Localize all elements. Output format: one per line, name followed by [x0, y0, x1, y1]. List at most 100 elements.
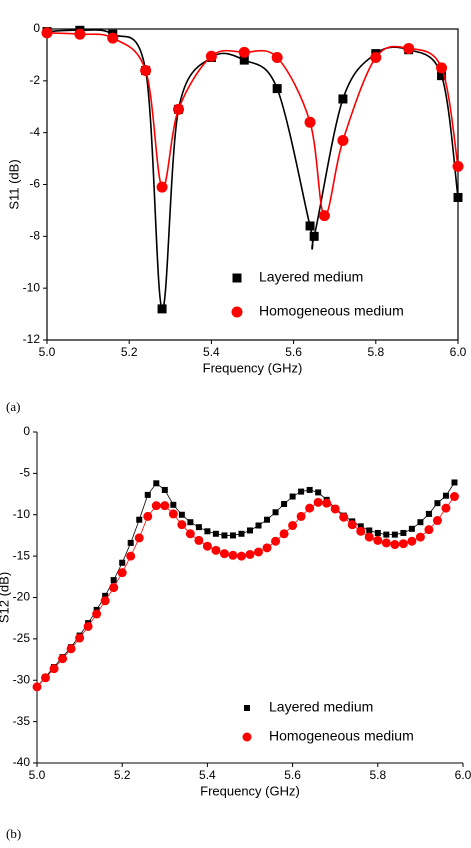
data-point — [357, 523, 364, 530]
data-point — [347, 520, 357, 530]
y-tick-label: -40 — [13, 755, 31, 769]
y-tick-label: -2 — [29, 73, 40, 87]
legend-marker — [232, 273, 242, 283]
legend-label: Layered medium — [259, 269, 363, 285]
data-point — [305, 503, 315, 513]
data-point — [271, 536, 281, 546]
panel-label: (b) — [6, 826, 21, 841]
data-point — [178, 511, 185, 518]
data-point — [296, 511, 306, 521]
data-point — [160, 501, 170, 511]
plot-frame — [46, 28, 459, 341]
y-axis-title: S12 (dB) — [0, 572, 11, 623]
x-tick-label: 6.0 — [455, 768, 471, 782]
y-tick-label: -35 — [13, 714, 31, 728]
data-point — [140, 64, 152, 76]
x-axis-title: Frequency (GHz) — [200, 783, 300, 798]
data-point — [434, 500, 441, 507]
data-point — [339, 512, 349, 522]
data-point — [58, 654, 68, 664]
data-point — [151, 501, 161, 511]
legend-label: Layered medium — [269, 699, 373, 715]
data-point — [304, 116, 316, 128]
y-tick-label: -8 — [29, 229, 40, 243]
data-point — [272, 509, 279, 516]
series-line — [46, 32, 459, 217]
data-point — [202, 541, 212, 551]
data-point — [424, 525, 434, 535]
data-point — [143, 511, 153, 521]
data-point — [32, 682, 42, 692]
x-tick-label: 5.8 — [367, 345, 384, 359]
data-point — [229, 532, 236, 539]
data-point — [83, 621, 93, 631]
data-point — [205, 50, 217, 62]
data-point — [221, 532, 228, 539]
data-point — [451, 479, 458, 486]
y-tick-label: -12 — [23, 332, 41, 346]
data-point — [337, 134, 349, 146]
data-point — [437, 71, 447, 81]
data-point — [185, 529, 195, 539]
data-point — [305, 221, 315, 231]
x-tick-label: 5.2 — [114, 768, 131, 782]
data-point — [119, 559, 126, 566]
series-line — [36, 496, 455, 688]
data-point — [391, 531, 398, 538]
data-point — [109, 583, 119, 593]
data-point — [195, 524, 202, 531]
y-tick-label: -20 — [13, 590, 31, 604]
data-point — [238, 46, 250, 58]
legend-marker — [231, 306, 243, 318]
data-point — [194, 535, 204, 545]
data-point — [288, 521, 298, 531]
data-point — [322, 498, 332, 508]
data-point — [370, 52, 382, 64]
y-tick-label: -4 — [29, 125, 40, 139]
data-point — [236, 551, 246, 561]
data-point — [281, 500, 288, 507]
data-point — [144, 491, 151, 498]
y-tick-label: -10 — [23, 280, 41, 294]
data-point — [442, 492, 449, 499]
x-tick-label: 5.4 — [199, 768, 216, 782]
data-point — [271, 52, 283, 64]
x-tick-label: 5.2 — [121, 345, 138, 359]
data-point — [49, 664, 59, 674]
data-point — [309, 231, 319, 241]
data-point — [255, 522, 262, 529]
data-point — [417, 519, 424, 526]
data-point — [173, 103, 185, 115]
data-point — [239, 55, 249, 65]
data-point — [415, 532, 425, 542]
data-point — [127, 539, 134, 546]
data-point — [168, 509, 178, 519]
x-tick-label: 5.8 — [369, 768, 386, 782]
data-point — [264, 516, 271, 523]
data-point — [338, 94, 348, 104]
y-tick-label: 0 — [33, 21, 40, 35]
data-point — [254, 547, 264, 557]
data-point — [74, 28, 86, 40]
data-point — [400, 529, 407, 536]
x-tick-label: 5.6 — [285, 345, 302, 359]
y-axis-title: S11 (dB) — [6, 159, 21, 209]
data-point — [390, 540, 400, 550]
data-point — [212, 530, 219, 537]
x-tick-label: 5.4 — [203, 345, 220, 359]
data-point — [279, 529, 289, 539]
x-tick-label: 5.0 — [29, 768, 46, 782]
x-tick-label: 5.0 — [39, 345, 56, 359]
legend-marker — [242, 732, 252, 742]
data-point — [436, 62, 448, 74]
y-tick-label: -30 — [13, 672, 31, 686]
series-line — [46, 29, 459, 310]
data-point — [262, 543, 272, 553]
data-point — [134, 533, 144, 543]
data-point — [408, 525, 415, 532]
data-point — [92, 609, 102, 619]
data-point — [373, 535, 383, 545]
data-point — [247, 527, 253, 534]
data-point — [318, 210, 330, 222]
